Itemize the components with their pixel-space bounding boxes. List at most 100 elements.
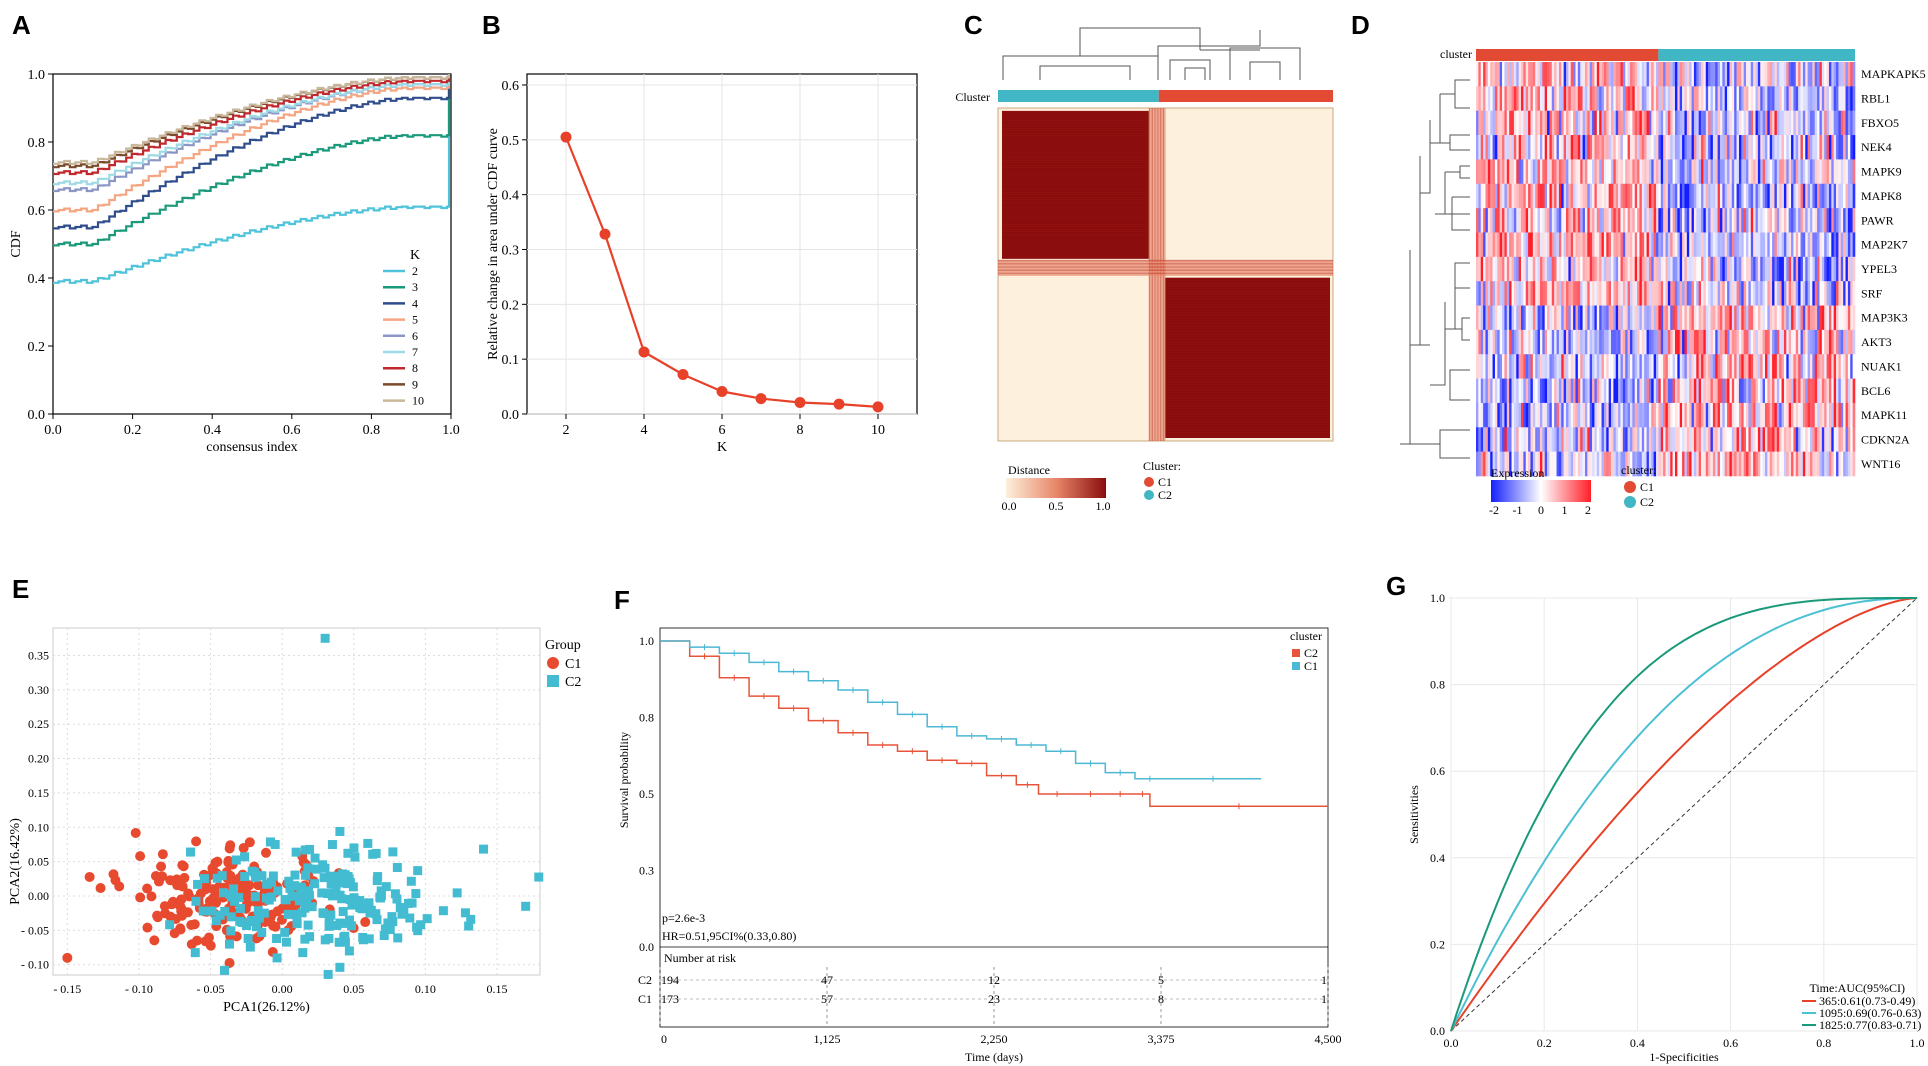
expression-cell bbox=[1580, 305, 1583, 331]
expression-cell bbox=[1506, 208, 1510, 233]
expression-cell bbox=[1637, 62, 1640, 87]
expression-cell bbox=[1807, 183, 1811, 209]
expression-cell bbox=[1807, 427, 1811, 452]
expression-cell bbox=[1762, 208, 1766, 233]
expression-cell bbox=[1667, 183, 1671, 209]
expression-cell bbox=[1618, 451, 1621, 477]
expression-cell bbox=[1821, 354, 1825, 379]
pca-point-c2 bbox=[235, 904, 245, 914]
expression-cell bbox=[1757, 159, 1761, 185]
pca-point-c2 bbox=[397, 909, 407, 919]
expression-cell bbox=[1620, 378, 1624, 404]
expression-cell bbox=[1577, 159, 1581, 185]
expression-cell bbox=[1710, 135, 1714, 160]
expression-cell bbox=[1667, 159, 1671, 185]
expression-cell bbox=[1516, 62, 1519, 87]
expression-cell bbox=[1639, 281, 1643, 306]
expression-cell bbox=[1779, 208, 1782, 233]
expression-cell bbox=[1487, 402, 1491, 428]
dendrogram-branch-c bbox=[1039, 65, 1131, 80]
expression-cell bbox=[1741, 110, 1744, 136]
expression-cell bbox=[1838, 110, 1842, 136]
expression-cell bbox=[1746, 110, 1749, 136]
expression-cell bbox=[1786, 451, 1789, 477]
expression-cell bbox=[1674, 183, 1678, 209]
expression-cell bbox=[1719, 256, 1723, 282]
expression-cell bbox=[1814, 402, 1818, 428]
legend-label-k4: 4 bbox=[412, 296, 418, 310]
expression-cell bbox=[1755, 256, 1759, 282]
legend-label-k6: 6 bbox=[412, 329, 418, 343]
expression-cell bbox=[1738, 159, 1742, 185]
expression-cell bbox=[1748, 183, 1752, 209]
expression-cell bbox=[1561, 232, 1564, 258]
expression-cell bbox=[1805, 256, 1808, 282]
expression-cell bbox=[1850, 159, 1853, 185]
expression-cell bbox=[1821, 329, 1825, 355]
expression-cell bbox=[1753, 402, 1756, 428]
expression-cell bbox=[1629, 305, 1633, 331]
expression-cell bbox=[1575, 183, 1579, 209]
expression-cell bbox=[1727, 281, 1730, 306]
expression-cell bbox=[1727, 62, 1730, 87]
expression-cell bbox=[1580, 110, 1583, 136]
expression-cell bbox=[1828, 86, 1832, 112]
expression-cell bbox=[1539, 110, 1543, 136]
expression-cell bbox=[1532, 62, 1536, 87]
expression-cell bbox=[1561, 135, 1564, 160]
expression-cell bbox=[1826, 354, 1830, 379]
expression-cell bbox=[1746, 135, 1749, 160]
expression-cell bbox=[1627, 427, 1631, 452]
expression-cell bbox=[1632, 62, 1636, 87]
expression-cell bbox=[1663, 329, 1666, 355]
expression-cell bbox=[1509, 305, 1512, 331]
expression-cell bbox=[1746, 354, 1749, 379]
expression-cell bbox=[1670, 305, 1673, 331]
pca-point-c2 bbox=[243, 934, 253, 944]
pca-point-c2 bbox=[190, 948, 200, 958]
expression-cell bbox=[1679, 402, 1683, 428]
expression-cell bbox=[1525, 402, 1529, 428]
expression-cell bbox=[1847, 451, 1851, 477]
expression-cell bbox=[1710, 329, 1714, 355]
expression-cell bbox=[1809, 110, 1813, 136]
expression-cell bbox=[1843, 451, 1846, 477]
expression-cell bbox=[1715, 183, 1718, 209]
expression-cell bbox=[1608, 305, 1612, 331]
expression-cell bbox=[1494, 402, 1498, 428]
expression-cell bbox=[1814, 378, 1818, 404]
expression-cell bbox=[1724, 451, 1728, 477]
pca-point-c2 bbox=[250, 892, 260, 902]
expression-cell bbox=[1637, 232, 1640, 258]
gene-dendrogram-branch bbox=[1449, 369, 1470, 401]
expression-cell bbox=[1613, 159, 1617, 185]
expression-cell bbox=[1774, 86, 1778, 112]
expression-cell bbox=[1795, 378, 1799, 404]
expression-cell bbox=[1850, 451, 1853, 477]
pca-point-c1 bbox=[146, 891, 157, 902]
expression-cell bbox=[1755, 86, 1759, 112]
expression-cell bbox=[1494, 232, 1498, 258]
expression-cell bbox=[1731, 329, 1735, 355]
expression-cell bbox=[1558, 354, 1562, 379]
pca-point-c1 bbox=[150, 870, 161, 881]
expression-cell bbox=[1549, 427, 1553, 452]
expression-cell bbox=[1577, 329, 1581, 355]
expression-cell bbox=[1627, 159, 1631, 185]
expression-cell bbox=[1667, 110, 1671, 136]
expression-cell bbox=[1521, 208, 1524, 233]
expression-cell bbox=[1786, 62, 1789, 87]
expression-cell bbox=[1705, 232, 1709, 258]
x-tick-label-f: 1,125 bbox=[814, 1032, 841, 1046]
expression-cell bbox=[1786, 110, 1789, 136]
expression-cell bbox=[1506, 402, 1510, 428]
expression-cell bbox=[1689, 208, 1692, 233]
expression-cell bbox=[1592, 305, 1595, 331]
expression-cell bbox=[1807, 329, 1811, 355]
expression-cell bbox=[1644, 232, 1647, 258]
gene-label-srf: SRF bbox=[1861, 286, 1883, 300]
pca-point-c2 bbox=[307, 902, 317, 912]
expression-cell bbox=[1603, 427, 1607, 452]
expression-cell bbox=[1525, 329, 1529, 355]
expression-cell bbox=[1499, 208, 1503, 233]
